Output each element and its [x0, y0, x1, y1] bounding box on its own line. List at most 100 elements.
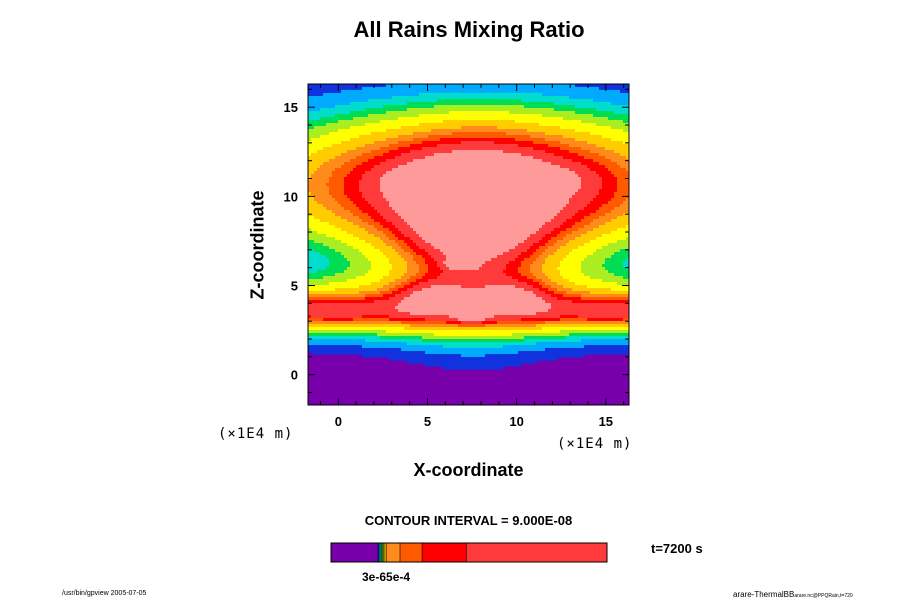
heatmap-cell	[434, 174, 438, 178]
heatmap-cell	[347, 264, 351, 268]
heatmap-cell	[347, 324, 351, 328]
heatmap-cell	[383, 105, 387, 109]
heatmap-cell	[356, 117, 360, 121]
heatmap-cell	[419, 165, 423, 169]
heatmap-cell	[404, 291, 408, 295]
heatmap-cell	[395, 168, 399, 172]
heatmap-cell	[335, 249, 339, 253]
heatmap-cell	[323, 279, 327, 283]
heatmap-cell	[455, 366, 459, 370]
heatmap-cell	[413, 279, 417, 283]
heatmap-cell	[332, 144, 336, 148]
heatmap-cell	[455, 123, 459, 127]
heatmap-cell	[359, 243, 363, 247]
heatmap-cell	[359, 285, 363, 289]
heatmap-cell	[407, 243, 411, 247]
heatmap-cell	[359, 246, 363, 250]
heatmap-cell	[392, 249, 396, 253]
heatmap-cell	[437, 339, 441, 343]
heatmap-cell	[392, 270, 396, 274]
heatmap-cell	[368, 132, 372, 136]
heatmap-cell	[350, 105, 354, 109]
heatmap-cell	[362, 243, 366, 247]
heatmap-cell	[467, 261, 471, 265]
heatmap-cell	[455, 159, 459, 163]
heatmap-cell	[344, 108, 348, 112]
heatmap-cell	[365, 303, 369, 307]
heatmap-cell	[386, 327, 390, 331]
heatmap-cell	[398, 165, 402, 169]
heatmap-cell	[437, 243, 441, 247]
heatmap-cell	[410, 120, 414, 124]
heatmap-cell	[455, 129, 459, 133]
heatmap-cell	[416, 177, 420, 181]
heatmap-cell	[368, 273, 372, 277]
heatmap-cell	[443, 315, 447, 319]
heatmap-cell	[443, 135, 447, 139]
heatmap-cell	[344, 249, 348, 253]
heatmap-cell	[458, 192, 462, 196]
heatmap-cell	[440, 243, 444, 247]
heatmap-cell	[461, 192, 465, 196]
heatmap-cell	[407, 255, 411, 259]
heatmap-cell	[440, 345, 444, 349]
heatmap-cell	[377, 306, 381, 310]
heatmap-cell	[464, 93, 468, 97]
heatmap-cell	[368, 120, 372, 124]
heatmap-cell	[395, 315, 399, 319]
heatmap-cell	[368, 147, 372, 151]
heatmap-cell	[464, 180, 468, 184]
heatmap-cell	[353, 315, 357, 319]
heatmap-cell	[374, 222, 378, 226]
heatmap-cell	[344, 90, 348, 94]
heatmap-cell	[443, 96, 447, 100]
heatmap-cell	[332, 198, 336, 202]
heatmap-cell	[341, 198, 345, 202]
heatmap-cell	[458, 156, 462, 160]
heatmap-cell	[443, 351, 447, 355]
heatmap-cell	[434, 267, 438, 271]
heatmap-cell	[431, 153, 435, 157]
heatmap-cell	[395, 111, 399, 115]
heatmap-cell	[341, 96, 345, 100]
heatmap-cell	[380, 270, 384, 274]
heatmap-cell	[416, 228, 420, 232]
heatmap-cell	[392, 135, 396, 139]
heatmap-cell	[386, 243, 390, 247]
heatmap-cell	[314, 111, 318, 115]
heatmap-cell	[386, 300, 390, 304]
heatmap-cell	[398, 114, 402, 118]
heatmap-cell	[440, 324, 444, 328]
heatmap-cell	[344, 195, 348, 199]
heatmap-cell	[446, 345, 450, 349]
heatmap-cell	[416, 300, 420, 304]
heatmap-cell	[356, 270, 360, 274]
heatmap-cell	[446, 222, 450, 226]
heatmap-cell	[320, 171, 324, 175]
heatmap-cell	[353, 165, 357, 169]
heatmap-cell	[419, 204, 423, 208]
heatmap-cell	[359, 219, 363, 223]
heatmap-cell	[362, 162, 366, 166]
heatmap-cell	[431, 93, 435, 97]
heatmap-cell	[443, 333, 447, 337]
heatmap-cell	[413, 207, 417, 211]
heatmap-cell	[374, 291, 378, 295]
heatmap-cell	[314, 189, 318, 193]
heatmap-cell	[401, 99, 405, 103]
heatmap-cell	[470, 144, 474, 148]
heatmap-cell	[425, 297, 429, 301]
heatmap-cell	[356, 171, 360, 175]
heatmap-cell	[344, 252, 348, 256]
heatmap-cell	[437, 246, 441, 250]
heatmap-cell	[446, 243, 450, 247]
heatmap-cell	[446, 141, 450, 145]
heatmap-cell	[392, 315, 396, 319]
heatmap-cell	[380, 204, 384, 208]
heatmap-cell	[353, 117, 357, 121]
heatmap-cell	[359, 282, 363, 286]
heatmap-cell	[365, 297, 369, 301]
heatmap-cell	[431, 324, 435, 328]
heatmap-cell	[362, 219, 366, 223]
heatmap-cell	[407, 168, 411, 172]
